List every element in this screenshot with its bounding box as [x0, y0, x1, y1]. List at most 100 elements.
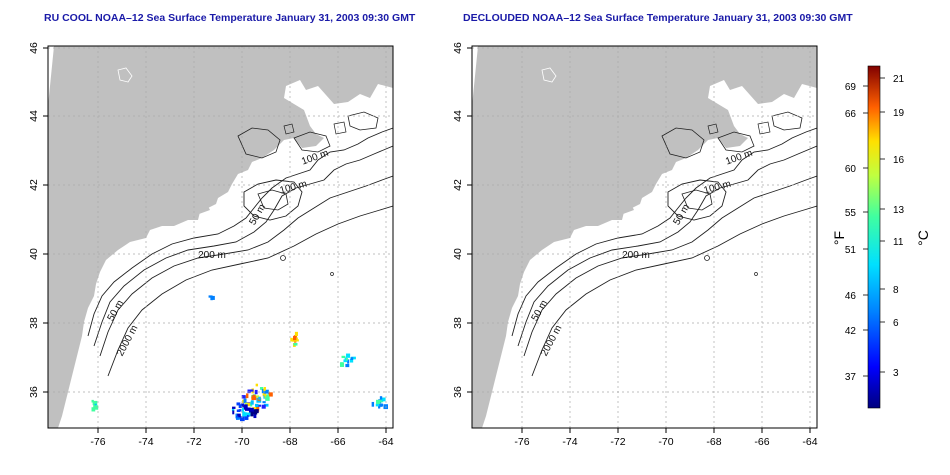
- sst-pixel: [261, 389, 266, 394]
- celsius-tick: 21: [893, 74, 905, 85]
- sst-pixel: [341, 355, 346, 359]
- sst-pixel: [244, 404, 248, 410]
- sst-pixel: [254, 389, 258, 395]
- sst-pixel: [246, 412, 251, 417]
- sst-pixel: [247, 389, 251, 394]
- sst-data-patches: [91, 295, 388, 422]
- sst-pixel: [232, 410, 235, 415]
- sst-pixel: [242, 399, 245, 403]
- lon-tick-label: -74: [562, 436, 577, 448]
- sst-pixel: [379, 396, 383, 400]
- lon-tick-label: -70: [658, 436, 673, 448]
- sst-pixel: [92, 400, 98, 406]
- sst-pixel: [263, 403, 269, 407]
- sst-pixel: [265, 396, 270, 401]
- contour-label: 2000 m: [539, 324, 564, 359]
- celsius-tick: 13: [893, 205, 905, 216]
- sst-pixel: [259, 387, 264, 390]
- lon-tick-label: -66: [330, 436, 345, 448]
- lat-tick-label: 38: [28, 317, 40, 329]
- sst-pixel: [345, 363, 350, 368]
- lon-tick-label: -72: [610, 436, 625, 448]
- lat-tick-label: 42: [28, 179, 40, 191]
- sst-pixel: [255, 383, 259, 387]
- contour-label: 50 m: [672, 202, 693, 227]
- celsius-tick: 8: [893, 285, 899, 296]
- lat-tick-label: 46: [452, 42, 464, 54]
- sst-pixel: [241, 395, 246, 399]
- sst-pixel: [371, 401, 375, 407]
- sst-pixel: [250, 400, 254, 405]
- sst-pixel: [379, 403, 384, 407]
- sst-pixel: [91, 399, 94, 403]
- lon-tick-label: -76: [514, 436, 529, 448]
- fahrenheit-tick: 51: [845, 245, 857, 256]
- lon-tick-label: -66: [754, 436, 769, 448]
- lon-tick-label: -76: [90, 436, 105, 448]
- sst-pixel: [239, 416, 245, 422]
- sst-pixel: [248, 407, 254, 413]
- sst-pixel: [252, 407, 257, 410]
- sst-pixel: [250, 389, 254, 392]
- sst-pixel: [262, 392, 266, 397]
- sst-pixel: [231, 407, 235, 412]
- sst-pixel: [343, 359, 348, 363]
- sst-pixel: [266, 394, 269, 399]
- sst-pixel: [261, 404, 266, 409]
- sst-pixel: [258, 404, 262, 407]
- sst-pixel: [254, 410, 258, 415]
- sst-pixel: [241, 403, 244, 408]
- sst-pixel: [347, 359, 350, 364]
- sst-pixel: [237, 413, 241, 418]
- sst-pixel: [263, 389, 269, 394]
- sst-pixel: [349, 358, 354, 363]
- sst-pixel: [236, 402, 241, 406]
- map-frame: [471, 45, 818, 429]
- contour-label: 2000 m: [115, 324, 140, 359]
- sst-pixel: [346, 353, 351, 358]
- lat-tick-label: 36: [452, 386, 464, 398]
- lat-tick-label: 36: [28, 386, 40, 398]
- sst-pixel: [251, 396, 257, 401]
- sst-pixel: [253, 413, 257, 419]
- colorbar-gradient: [867, 65, 881, 409]
- right-sst-map: [472, 46, 817, 428]
- contour-label: 100 m: [703, 179, 733, 197]
- left-map-title: RU COOL NOAA–12 Sea Surface Temperature …: [44, 12, 416, 24]
- lat-tick-label: 40: [28, 248, 40, 260]
- sst-pixel: [351, 356, 356, 360]
- sst-pixel: [345, 357, 348, 361]
- sst-pixel: [254, 403, 259, 407]
- lon-tick-label: -70: [234, 436, 249, 448]
- sst-pixel: [381, 397, 386, 402]
- sst-pixel: [232, 406, 236, 409]
- sst-pixel: [243, 398, 247, 404]
- contour-label: 200 m: [622, 250, 650, 261]
- lon-tick-label: -64: [802, 436, 817, 448]
- right-map-title: DECLOUDED NOAA–12 Sea Surface Temperatur…: [463, 12, 853, 24]
- fahrenheit-tick: 42: [845, 326, 857, 337]
- sst-pixel: [378, 406, 381, 409]
- sst-pixel: [268, 392, 273, 397]
- contour-label: 200 m: [198, 250, 226, 261]
- lat-tick-label: 42: [452, 179, 464, 191]
- sst-pixel: [258, 396, 261, 400]
- celsius-tick: 3: [893, 368, 899, 379]
- sst-pixel: [245, 402, 250, 407]
- contour-label: 100 m: [279, 179, 309, 197]
- celsius-tick: 16: [893, 155, 905, 166]
- lon-tick-label: -74: [138, 436, 153, 448]
- sst-pixel: [236, 409, 241, 413]
- sst-pixel: [236, 417, 240, 420]
- fahrenheit-tick: 66: [845, 109, 857, 120]
- sst-pixel: [262, 401, 266, 404]
- sst-pixel: [243, 412, 247, 417]
- lat-tick-label: 44: [28, 110, 40, 122]
- sst-pixel: [376, 399, 381, 404]
- contour-label: 50 m: [106, 298, 127, 323]
- sst-pixel: [344, 357, 347, 361]
- sst-pixel: [93, 405, 99, 410]
- sst-pixel: [350, 357, 354, 360]
- fahrenheit-tick: 69: [845, 82, 857, 93]
